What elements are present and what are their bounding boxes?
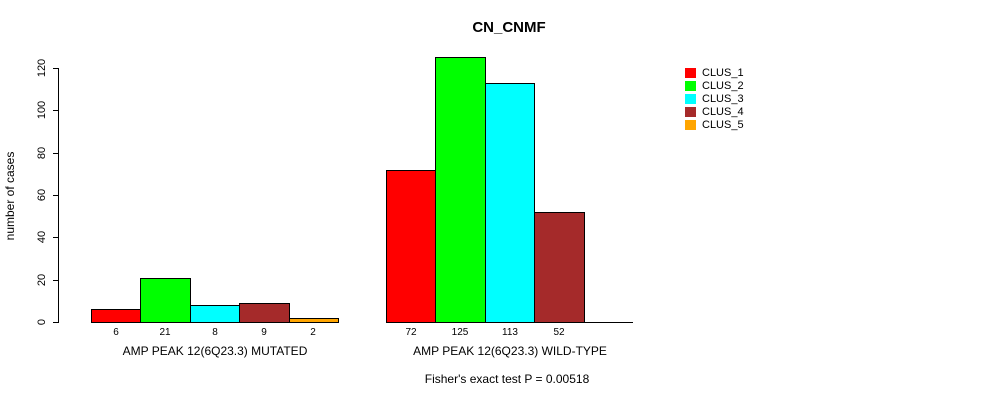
x-group-label-mutated: AMP PEAK 12(6Q23.3) MUTATED <box>122 344 308 358</box>
y-axis-label: number of cases <box>3 151 17 241</box>
y-tick-label: 20 <box>36 273 48 287</box>
bar-value-label: 9 <box>261 327 267 338</box>
bar-clus_1 <box>91 309 141 323</box>
bar-clus_4 <box>534 212 585 323</box>
y-tick <box>53 322 58 323</box>
legend-item-clus_4: CLUS_4 <box>685 105 744 118</box>
y-tick-label: 0 <box>36 318 48 326</box>
fisher-test-annotation: Fisher's exact test P = 0.00518 <box>424 372 590 386</box>
bar-clus_4 <box>239 303 290 323</box>
y-tick <box>53 237 58 238</box>
legend-item-label: CLUS_5 <box>702 118 744 131</box>
bar-clus_3 <box>485 83 535 323</box>
y-tick <box>53 153 58 154</box>
legend-item-clus_2: CLUS_2 <box>685 79 744 92</box>
legend-swatch-icon <box>685 93 696 104</box>
y-tick <box>53 110 58 111</box>
y-tick-label: 120 <box>36 58 48 78</box>
legend-item-label: CLUS_2 <box>702 79 744 92</box>
y-tick-label: 80 <box>36 146 48 160</box>
bar-clus_5 <box>289 318 339 323</box>
bar-value-label: 113 <box>502 327 518 338</box>
bar-clus_2 <box>140 278 191 323</box>
legend-item-clus_3: CLUS_3 <box>685 92 744 105</box>
legend-item-label: CLUS_1 <box>702 66 744 79</box>
bar-clus_3 <box>190 305 240 323</box>
y-axis-line <box>58 68 59 323</box>
y-tick-label: 60 <box>36 188 48 202</box>
y-tick <box>53 195 58 196</box>
legend: CLUS_1 CLUS_2 CLUS_3 CLUS_4 CLUS_5 <box>685 66 744 131</box>
legend-item-label: CLUS_4 <box>702 105 744 118</box>
bar-value-label: 8 <box>212 327 218 338</box>
bar-value-label: 52 <box>553 327 565 338</box>
legend-swatch-icon <box>685 80 696 91</box>
y-tick <box>53 280 58 281</box>
x-group-label-wildtype: AMP PEAK 12(6Q23.3) WILD-TYPE <box>413 344 607 358</box>
legend-item-label: CLUS_3 <box>702 92 744 105</box>
bar-value-label: 125 <box>451 327 469 338</box>
bar-value-label: 72 <box>405 327 417 338</box>
legend-item-clus_5: CLUS_5 <box>685 118 744 131</box>
bar-clus_2 <box>435 57 486 323</box>
legend-swatch-icon <box>685 67 696 78</box>
bar-value-label: 21 <box>159 327 171 338</box>
chart-title: CN_CNMF <box>472 19 546 36</box>
y-tick <box>53 68 58 69</box>
legend-swatch-icon <box>685 106 696 117</box>
y-tick-label: 40 <box>36 230 48 244</box>
bar-value-label: 2 <box>310 327 316 338</box>
bar-clus_1 <box>386 170 436 323</box>
legend-item-clus_1: CLUS_1 <box>685 66 744 79</box>
bar-value-label: 6 <box>113 327 119 338</box>
y-tick-label: 100 <box>36 100 48 120</box>
legend-swatch-icon <box>685 119 696 130</box>
